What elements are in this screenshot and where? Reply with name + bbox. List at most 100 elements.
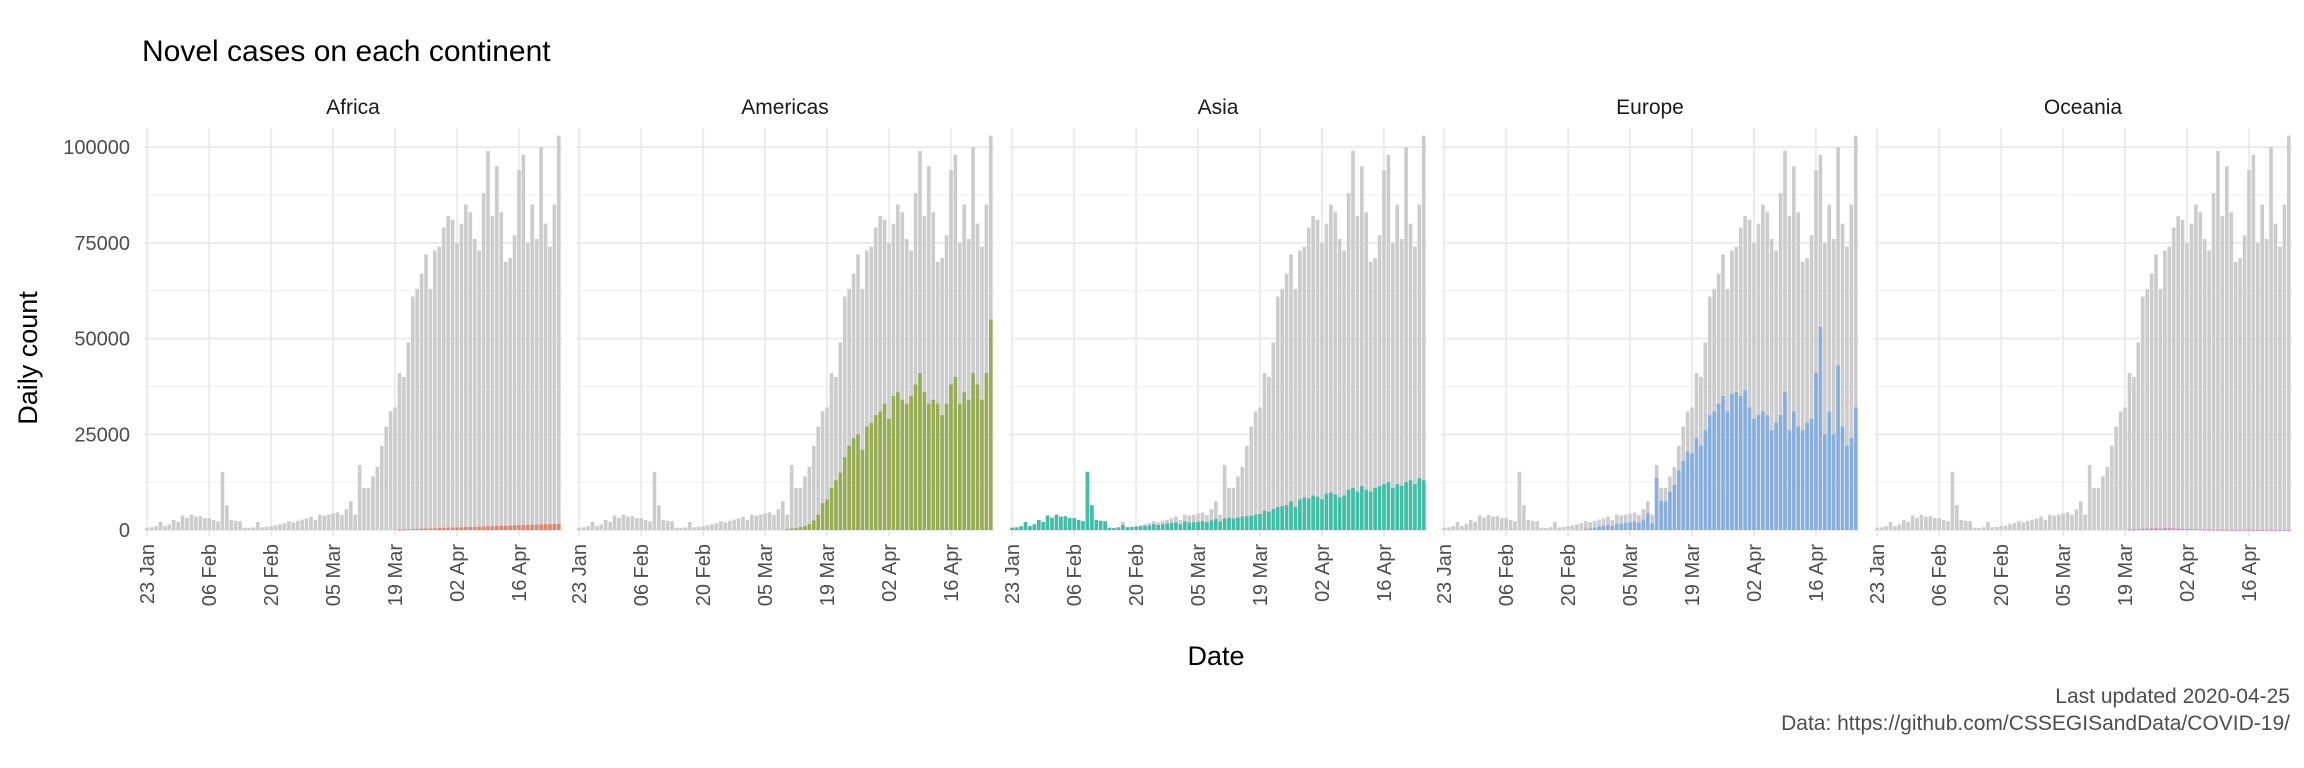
total-cases-bar xyxy=(714,523,719,530)
continent-cases-bar xyxy=(1592,527,1597,530)
continent-cases-bar xyxy=(1240,516,1245,530)
total-cases-bar xyxy=(1337,239,1342,530)
total-cases-bar xyxy=(1267,376,1271,530)
continent-cases-bar xyxy=(913,384,918,530)
total-cases-bar xyxy=(428,288,433,530)
continent-cases-bar xyxy=(1280,506,1284,530)
total-cases-bar xyxy=(1446,527,1451,530)
continent-cases-bar xyxy=(1227,517,1231,530)
continent-cases-bar xyxy=(1840,426,1845,530)
total-cases-bar xyxy=(410,296,415,530)
total-cases-bar xyxy=(1395,204,1400,531)
total-cases-bar xyxy=(851,273,856,530)
total-cases-bar xyxy=(1196,513,1200,530)
continent-cases-bar xyxy=(1597,526,1601,530)
total-cases-bar xyxy=(798,487,803,530)
continent-cases-bar xyxy=(1845,445,1849,530)
total-cases-bar xyxy=(971,147,975,530)
continent-cases-bar xyxy=(1761,411,1765,530)
total-cases-bar xyxy=(727,520,732,530)
total-cases-bar xyxy=(216,521,220,530)
total-cases-bar xyxy=(1315,219,1320,530)
total-cases-bar xyxy=(2140,296,2145,530)
facet-strip-label: Asia xyxy=(1198,96,1239,119)
total-cases-bar xyxy=(2180,219,2185,530)
total-cases-bar xyxy=(1253,411,1258,530)
total-cases-bar xyxy=(455,242,459,530)
continent-cases-bar xyxy=(856,434,860,530)
total-cases-bar xyxy=(291,522,296,530)
total-cases-bar xyxy=(517,170,521,530)
x-tick-label: 02 Apr xyxy=(2177,544,2199,602)
total-cases-bar xyxy=(842,296,847,530)
continent-cases-bar xyxy=(1107,527,1112,530)
total-cases-bar xyxy=(371,476,375,530)
total-cases-bar xyxy=(754,515,759,530)
continent-cases-bar xyxy=(428,528,433,530)
total-cases-bar xyxy=(834,376,838,530)
total-cases-bar xyxy=(220,471,225,530)
total-cases-bar xyxy=(490,216,495,531)
continent-cases-bar xyxy=(2180,528,2185,530)
continent-cases-bar xyxy=(1112,528,1116,530)
continent-cases-bar xyxy=(931,399,936,530)
continent-cases-bar xyxy=(896,392,900,530)
continent-cases-bar xyxy=(1584,528,1588,530)
continent-cases-bar xyxy=(1041,521,1046,530)
total-cases-bar xyxy=(1249,426,1254,530)
continent-cases-bar xyxy=(909,396,913,530)
continent-cases-bar xyxy=(1222,518,1227,530)
total-cases-bar xyxy=(1814,170,1818,530)
continent-cases-bar xyxy=(1143,525,1147,530)
continent-cases-bar xyxy=(1373,487,1377,530)
total-cases-bar xyxy=(1486,514,1491,530)
total-cases-bar xyxy=(767,512,772,530)
total-cases-bar xyxy=(2264,239,2269,530)
total-cases-bar xyxy=(2136,342,2141,530)
continent-cases-bar xyxy=(419,528,424,530)
total-cases-bar xyxy=(2021,522,2026,530)
total-cases-bar xyxy=(468,212,473,530)
continent-cases-bar xyxy=(1213,518,1218,530)
total-cases-bar xyxy=(869,246,874,530)
total-cases-bar xyxy=(1897,524,1902,530)
total-cases-bar xyxy=(2185,242,2189,530)
continent-cases-bar xyxy=(530,524,535,530)
continent-cases-bar xyxy=(486,526,490,530)
total-cases-bar xyxy=(2017,521,2021,530)
total-cases-bar xyxy=(326,514,331,530)
continent-cases-bar xyxy=(1253,514,1258,530)
continent-cases-bar xyxy=(1231,518,1236,530)
continent-cases-bar xyxy=(1703,430,1708,530)
continent-cases-bar xyxy=(1059,516,1063,530)
continent-cases-bar xyxy=(1249,515,1254,530)
continent-cases-bar xyxy=(1827,411,1832,530)
total-cases-bar xyxy=(1451,526,1455,530)
total-cases-bar xyxy=(772,515,776,530)
facet-strip-label: Oceania xyxy=(2044,96,2123,119)
total-cases-bar xyxy=(543,223,548,530)
total-cases-bar xyxy=(1329,204,1333,531)
total-cases-bar xyxy=(415,288,419,530)
total-cases-bar xyxy=(1986,521,1990,530)
total-cases-bar xyxy=(745,520,750,530)
total-cases-bar xyxy=(586,526,590,530)
total-cases-bar xyxy=(2176,216,2180,531)
continent-cases-bar xyxy=(1010,527,1015,530)
total-cases-bar xyxy=(617,517,621,530)
total-cases-bar xyxy=(1298,250,1302,530)
total-cases-bar xyxy=(1800,262,1805,530)
total-cases-bar xyxy=(1725,288,1730,530)
total-cases-bar xyxy=(1404,147,1408,530)
total-cases-bar xyxy=(1579,523,1584,530)
continent-cases-bar xyxy=(1342,495,1346,530)
continent-cases-bar xyxy=(949,384,953,530)
total-cases-bar xyxy=(630,516,635,530)
continent-cases-bar xyxy=(2251,529,2256,531)
continent-cases-bar xyxy=(517,525,521,530)
total-cases-bar xyxy=(1535,521,1539,530)
x-tick-label: 06 Feb xyxy=(1064,544,1086,606)
total-cases-bar xyxy=(789,464,794,530)
total-cases-bar xyxy=(464,204,468,531)
caption-source: Data: https://github.com/CSSEGISandData/… xyxy=(1781,712,2290,735)
